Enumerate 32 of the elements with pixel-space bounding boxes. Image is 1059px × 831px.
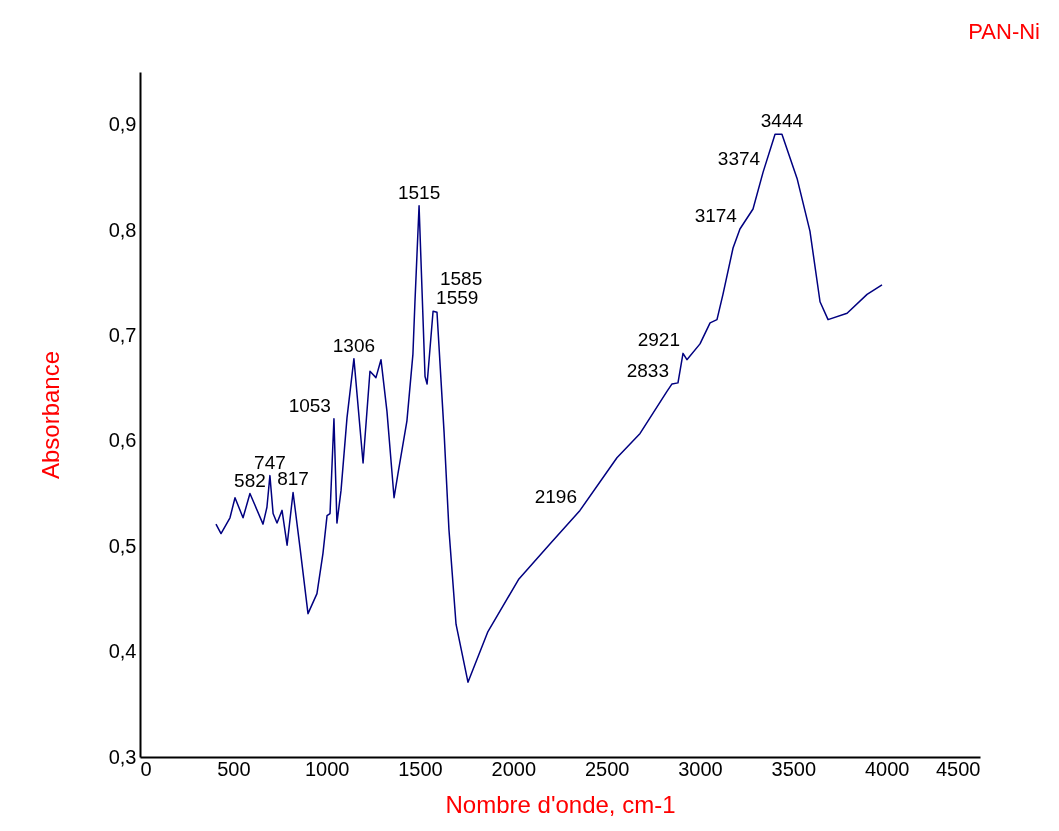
y-tick-label: 0,5 [108,534,137,557]
annotation: 3174 [694,205,738,227]
x-tick-label: 1500 [398,757,443,780]
annotation: 2833 [626,359,669,381]
y-tick-label: 0,6 [108,429,137,452]
x-tick-label: 3500 [771,757,817,780]
annotation: 1559 [436,287,479,309]
x-tick-label: 2500 [584,757,630,780]
chart-title: PAN-Ni [968,19,1040,44]
annotation: 3374 [717,148,761,170]
x-axis-title: Nombre d'onde, cm-1 [445,790,676,818]
x-tick-label: 3000 [678,757,723,780]
x-tick-label: 2000 [491,757,537,780]
x-tick-label: 4000 [864,757,910,780]
y-axis-title: Absorbance [36,350,64,480]
x-tick-label: 0 [140,757,152,780]
annotation: 3444 [760,110,804,132]
annotation: 2196 [534,486,577,508]
annotation: 2921 [637,329,681,351]
y-tick-label: 0,8 [108,218,137,241]
annotation: 1515 [397,181,441,203]
annotation: 1053 [288,394,331,416]
x-tick-label: 500 [217,757,251,780]
x-tick-label: 1000 [304,757,350,780]
y-tick-label: 0,4 [108,640,137,663]
line-series [215,133,883,683]
y-tick-label: 0,7 [108,323,137,346]
annotation: 1585 [439,268,483,290]
y-tick-label: 0,3 [108,745,137,768]
x-tick-label: 4500 [936,757,981,780]
annotation: 1306 [332,334,376,356]
y-tick-label: 0,9 [108,113,137,136]
